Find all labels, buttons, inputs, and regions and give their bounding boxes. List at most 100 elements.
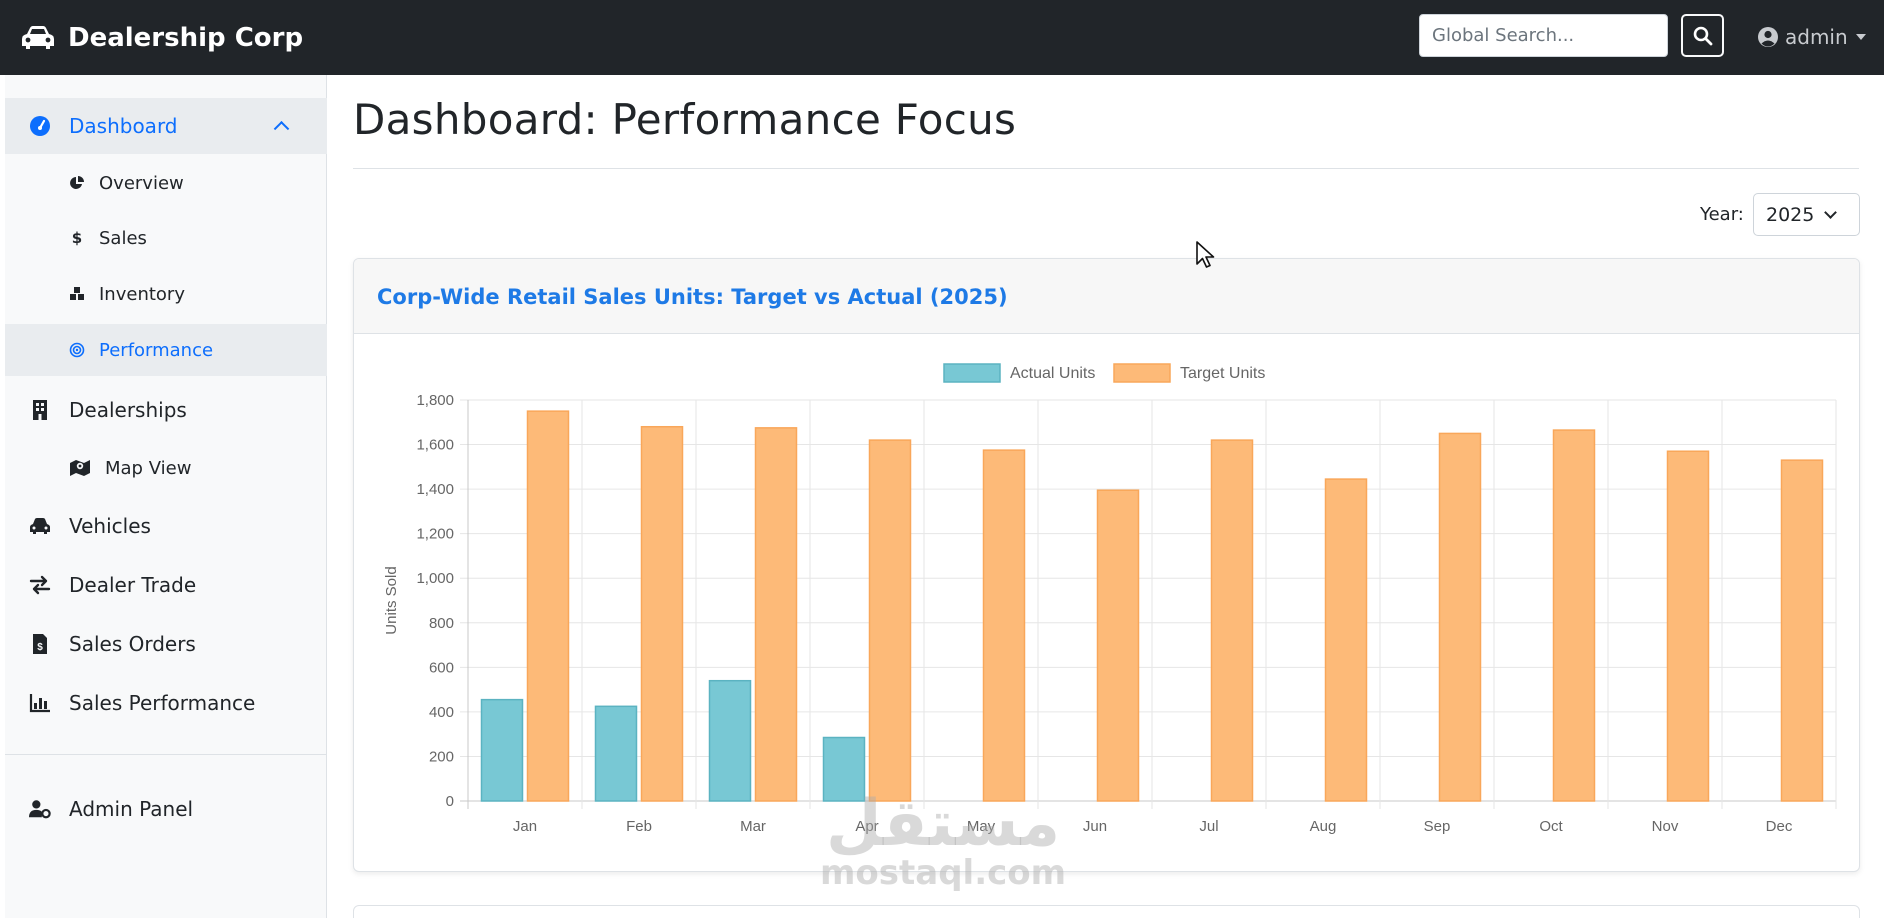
x-tick-label: Jun	[1083, 818, 1107, 835]
year-select[interactable]: 2025	[1753, 193, 1860, 236]
map-icon	[69, 460, 91, 476]
chevron-down-icon	[1855, 34, 1866, 40]
search-button[interactable]	[1681, 14, 1724, 57]
sidebar-divider	[5, 754, 327, 755]
sidebar-item-performance[interactable]: Performance	[5, 324, 327, 376]
y-tick-label: 600	[429, 659, 454, 676]
bar-target-units[interactable]	[1780, 459, 1824, 802]
legend-swatch[interactable]	[1113, 363, 1171, 383]
bar-target-units[interactable]	[982, 449, 1026, 802]
bar-chart-icon	[29, 692, 51, 714]
next-card-edge	[353, 905, 1860, 918]
legend-swatch[interactable]	[943, 363, 1001, 383]
sidebar: Dashboard Overview $ Sales Inventory Per…	[5, 75, 327, 918]
user-circle-icon	[1758, 27, 1778, 47]
y-tick-label: 400	[429, 704, 454, 721]
sidebar-item-inventory[interactable]: Inventory	[5, 268, 327, 320]
x-tick-label: Apr	[855, 818, 878, 835]
watermark-arabic: مستقل	[826, 787, 1061, 861]
car-icon	[29, 515, 51, 537]
sidebar-item-label: Performance	[99, 339, 214, 361]
watermark-latin: mostaql.com	[820, 853, 1067, 893]
boxes-icon	[69, 286, 85, 302]
y-tick-label: 1,600	[416, 437, 454, 454]
sidebar-item-label: Dealerships	[69, 398, 187, 422]
sidebar-item-label: Map View	[105, 457, 192, 479]
x-tick-label: Jan	[513, 818, 537, 835]
sidebar-item-vehicles[interactable]: Vehicles	[5, 498, 327, 554]
chevron-up-icon	[273, 120, 290, 137]
sidebar-item-label: Overview	[99, 172, 184, 194]
bar-actual-units[interactable]	[480, 698, 524, 802]
x-tick-label: Aug	[1310, 818, 1337, 835]
sidebar-item-sales-performance[interactable]: Sales Performance	[5, 675, 327, 731]
search-icon	[1693, 26, 1712, 45]
bar-actual-units[interactable]	[708, 679, 752, 802]
exchange-icon	[29, 574, 51, 596]
svg-text:$: $	[37, 642, 43, 653]
invoice-icon: $	[29, 633, 51, 655]
bar-target-units[interactable]	[1324, 478, 1368, 802]
building-icon	[29, 399, 51, 421]
bar-actual-units[interactable]	[594, 705, 638, 802]
watermark: مستقل mostaql.com	[820, 792, 1066, 890]
card-header: Corp-Wide Retail Sales Units: Target vs …	[354, 259, 1859, 334]
mouse-cursor-icon	[1196, 241, 1215, 268]
x-tick-label: Dec	[1766, 818, 1793, 835]
chart-axes: 0 200 400 600 800 1,000 1,200 1,400 1,600 1,800 Ja…	[416, 392, 1792, 835]
sidebar-item-label: Sales Orders	[69, 632, 196, 656]
sidebar-item-sales[interactable]: $ Sales	[5, 212, 327, 264]
user-cog-icon	[29, 798, 51, 820]
bullseye-icon	[69, 342, 85, 358]
y-axis-label: Units Sold	[383, 566, 400, 634]
sidebar-item-label: Sales	[99, 227, 147, 249]
sidebar-item-sales-orders[interactable]: $ Sales Orders	[5, 616, 327, 672]
sales-target-vs-actual-chart: 0 200 400 600 800 1,000 1,200 1,400 1,600 1,800 Ja…	[383, 363, 1837, 835]
y-tick-label: 1,000	[416, 570, 454, 587]
sidebar-item-label: Admin Panel	[69, 797, 194, 821]
bar-target-units[interactable]	[1210, 439, 1254, 802]
page-title: Dashboard: Performance Focus	[353, 95, 1017, 144]
sidebar-item-map-view[interactable]: Map View	[5, 442, 327, 494]
x-tick-label: Nov	[1652, 818, 1679, 835]
y-tick-label: 1,400	[416, 481, 454, 498]
bar-target-units[interactable]	[1438, 432, 1482, 802]
car-icon	[22, 25, 54, 49]
year-value: 2025	[1766, 203, 1815, 226]
sidebar-item-overview[interactable]: Overview	[5, 157, 327, 209]
chart-grid	[460, 399, 1837, 809]
sidebar-item-label: Dealer Trade	[69, 573, 197, 597]
x-tick-label: Feb	[626, 818, 652, 835]
legend-label[interactable]: Target Units	[1180, 365, 1265, 382]
bar-target-units[interactable]	[1666, 450, 1710, 802]
sidebar-item-label: Vehicles	[69, 514, 151, 538]
bar-target-units[interactable]	[526, 410, 570, 802]
legend-label[interactable]: Actual Units	[1010, 365, 1095, 382]
x-tick-label: Mar	[740, 818, 766, 835]
bar-target-units[interactable]	[1552, 429, 1596, 802]
sidebar-item-admin-panel[interactable]: Admin Panel	[5, 781, 327, 837]
chevron-down-icon	[1824, 206, 1837, 219]
bar-target-units[interactable]	[640, 425, 684, 802]
x-tick-label: Oct	[1539, 818, 1563, 835]
bar-target-units[interactable]	[1096, 489, 1140, 802]
dollar-icon: $	[71, 229, 83, 247]
x-tick-label: Sep	[1424, 818, 1451, 835]
title-divider	[353, 168, 1859, 169]
bar-actual-units[interactable]	[822, 736, 866, 802]
bar-target-units[interactable]	[868, 439, 912, 802]
global-search-input[interactable]	[1419, 14, 1668, 57]
y-tick-label: 1,200	[416, 526, 454, 543]
x-tick-label: May	[967, 818, 996, 835]
sidebar-item-dealer-trade[interactable]: Dealer Trade	[5, 557, 327, 613]
user-menu[interactable]: admin	[1757, 20, 1866, 54]
bar-target-units[interactable]	[754, 427, 798, 802]
pie-chart-icon	[69, 175, 85, 191]
sidebar-item-dashboard[interactable]: Dashboard	[5, 98, 327, 154]
chart-legend[interactable]: Actual Units Target Units	[943, 363, 1265, 383]
brand-name: Dealership Corp	[68, 22, 304, 53]
brand[interactable]: Dealership Corp	[20, 0, 303, 75]
top-navbar: Dealership Corp admin	[0, 0, 1884, 75]
sidebar-item-dealerships[interactable]: Dealerships	[5, 382, 327, 438]
username: admin	[1785, 25, 1848, 49]
